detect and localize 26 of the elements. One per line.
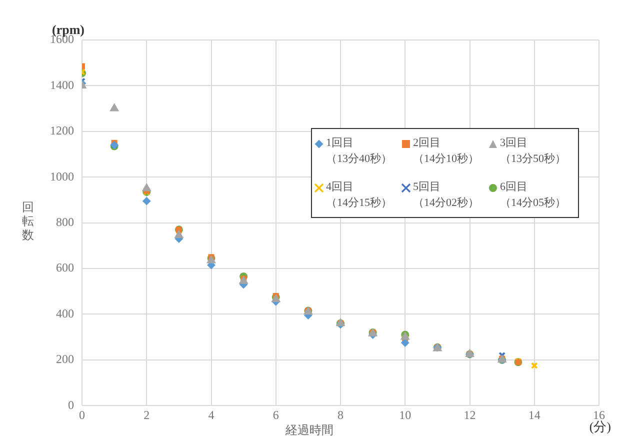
y-axis-title: 回転数 [22, 200, 35, 242]
y-tick-label: 400 [56, 306, 74, 320]
y-tick-label: 1000 [50, 169, 74, 184]
x-tick-label: 14 [528, 408, 540, 422]
y-tick-label: 600 [56, 260, 74, 275]
x-tick-label: 12 [464, 408, 476, 422]
y-tick-label: 800 [56, 214, 74, 229]
legend-label: 3回目（13分50秒） [500, 136, 567, 167]
legend-label: 4回目（14分15秒） [326, 180, 393, 211]
x-axis-title: 経過時間 [286, 423, 334, 437]
x-tick-label: 16 [593, 408, 605, 422]
x-tick-label: 4 [208, 408, 214, 422]
y-tick-label: 1400 [50, 78, 74, 92]
legend-label: 6回目（14分05秒） [500, 180, 567, 211]
x-tick-label: 6 [272, 408, 279, 422]
y-tick-label: 1200 [50, 124, 74, 138]
x-tick-label: 0 [79, 408, 85, 422]
y-tick-label: 200 [56, 352, 74, 366]
legend-label: 1回目（13分40秒） [326, 136, 393, 167]
legend-label: 2回目（14分10秒） [413, 136, 480, 167]
legend-label: 5回目（14分02秒） [413, 180, 480, 211]
x-tick-label: 8 [338, 408, 344, 422]
x-tick-label: 10 [399, 408, 412, 422]
y-tick-label: 0 [68, 398, 74, 412]
text: (分) [589, 419, 611, 436]
x-tick-label: 2 [144, 408, 150, 422]
